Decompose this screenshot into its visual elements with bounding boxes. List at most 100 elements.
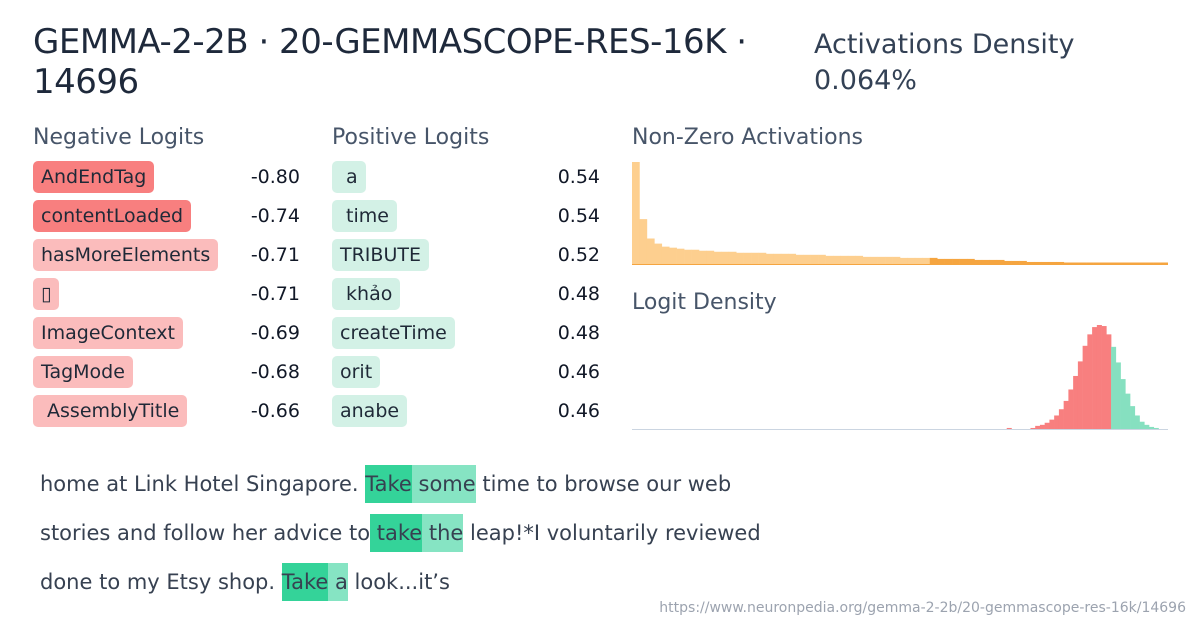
- positive-logit-value: 0.52: [557, 244, 600, 266]
- activation-bar: [840, 255, 849, 264]
- activation-bar: [833, 255, 841, 264]
- highlighted-token: the: [422, 514, 464, 552]
- logit-density-bar: [1035, 425, 1041, 429]
- activation-bar: [1153, 262, 1161, 264]
- activation-bar: [996, 259, 1005, 264]
- activation-bar: [959, 258, 968, 264]
- positive-logit-token: a: [332, 161, 366, 193]
- activation-bar: [847, 255, 856, 264]
- activation-bar: [713, 251, 722, 264]
- activation-bar: [699, 250, 707, 264]
- negative-logit-row: contentLoaded -0.74: [33, 200, 333, 232]
- logit-density-bar: [1134, 415, 1140, 429]
- activation-bar: [944, 258, 953, 264]
- activation-bar: [952, 258, 960, 264]
- negative-logit-value: -0.80: [250, 166, 300, 188]
- activation-bar: [788, 253, 797, 264]
- logit-density-bar: [1139, 421, 1145, 429]
- negative-logit-row: ▯ -0.71: [33, 278, 333, 310]
- logit-density-bar: [1149, 426, 1155, 429]
- activation-bar: [907, 257, 916, 264]
- activation-bar: [877, 256, 886, 264]
- positive-logit-token: TRIBUTE: [332, 239, 429, 271]
- logit-density-bar: [1068, 389, 1074, 429]
- logit-density-bar: [1073, 375, 1079, 429]
- nonzero-activations-chart: [632, 162, 1168, 265]
- negative-logit-value: -0.68: [250, 361, 300, 383]
- positive-logit-value: 0.48: [557, 283, 600, 305]
- logit-density-bar: [1030, 427, 1036, 429]
- activation-bar: [780, 253, 789, 264]
- activation-bar: [1004, 260, 1012, 264]
- positive-logit-token: orit: [332, 356, 381, 388]
- logit-density-bar: [1130, 406, 1136, 429]
- positive-logit-value: 0.46: [557, 361, 600, 383]
- highlighted-token: a: [328, 563, 348, 601]
- example-text: leap!*I voluntarily reviewed: [463, 521, 761, 545]
- negative-logit-row: AndEndTag -0.80: [33, 161, 333, 193]
- nonzero-activations-title: Non-Zero Activations: [632, 125, 864, 150]
- activation-bar: [825, 255, 834, 264]
- activation-bar: [900, 257, 908, 264]
- activation-bar: [1011, 260, 1020, 264]
- activation-bar: [691, 249, 700, 264]
- activations-density-label: Activations Density: [814, 29, 1075, 60]
- activation-bar: [773, 253, 782, 264]
- activation-bar: [743, 252, 752, 264]
- activation-bar: [967, 258, 975, 264]
- activation-bar: [661, 246, 670, 264]
- feature-title: GEMMA-2-2B · 20-GEMMASCOPE-RES-16K · 146…: [33, 22, 747, 102]
- example-text: done to my Etsy shop.: [40, 570, 282, 594]
- negative-logit-row: hasMoreElements -0.71: [33, 239, 333, 271]
- positive-logit-row: TRIBUTE 0.52: [332, 239, 632, 271]
- activation-bar: [914, 257, 923, 264]
- activation-bar: [1138, 262, 1146, 264]
- activation-bar: [1130, 262, 1139, 264]
- activation-bar: [766, 253, 774, 264]
- logit-density-bar: [1058, 409, 1064, 429]
- positive-logit-row: createTime 0.48: [332, 317, 632, 349]
- activation-bar: [706, 250, 715, 264]
- activation-bar: [646, 238, 655, 264]
- activation-bar: [728, 251, 737, 264]
- negative-logit-row: TagMode -0.68: [33, 356, 333, 388]
- example-line: stories and follow her advice to take th…: [40, 514, 761, 552]
- activation-bar: [1160, 262, 1168, 264]
- logit-density-bar: [1082, 345, 1088, 429]
- activation-bar: [795, 254, 804, 264]
- example-line: done to my Etsy shop. Take a look...it’s: [40, 563, 450, 601]
- logit-density-bar: [1111, 346, 1117, 429]
- activation-bar: [1041, 261, 1050, 264]
- activation-bar: [1078, 262, 1087, 264]
- activation-bar: [721, 251, 730, 264]
- activation-bar: [1019, 260, 1027, 264]
- logit-density-bar: [1092, 327, 1098, 429]
- activation-bar: [676, 248, 685, 264]
- activation-bar: [1026, 261, 1035, 264]
- activation-bar: [684, 249, 692, 264]
- logit-density-bar: [1006, 427, 1012, 429]
- activation-bar: [803, 254, 811, 264]
- logit-density-bar: [1054, 415, 1060, 429]
- logit-density-bar: [1039, 424, 1045, 429]
- activation-bar: [1071, 262, 1079, 264]
- positive-logit-row: orit 0.46: [332, 356, 632, 388]
- activation-bar: [810, 254, 819, 264]
- activation-bar: [1145, 262, 1154, 264]
- activation-bar: [1048, 261, 1057, 264]
- activation-bar: [862, 256, 871, 264]
- negative-logit-value: -0.66: [250, 400, 300, 422]
- example-text: home at Link Hotel Singapore.: [40, 472, 366, 496]
- activation-bar: [855, 255, 864, 264]
- activation-bar: [751, 252, 759, 264]
- positive-logit-row: a 0.54: [332, 161, 632, 193]
- example-line: home at Link Hotel Singapore. Take some …: [40, 465, 731, 503]
- activation-bar: [929, 257, 938, 264]
- activation-bar: [818, 254, 826, 264]
- positive-logit-token: createTime: [332, 317, 455, 349]
- logit-density-bar: [1144, 424, 1150, 429]
- negative-logit-row: AssemblyTitle -0.66: [33, 395, 333, 427]
- source-url[interactable]: https://www.neuronpedia.org/gemma-2-2b/2…: [659, 600, 1186, 616]
- highlighted-token: take: [370, 514, 423, 552]
- positive-logit-row: khảo 0.48: [332, 278, 632, 310]
